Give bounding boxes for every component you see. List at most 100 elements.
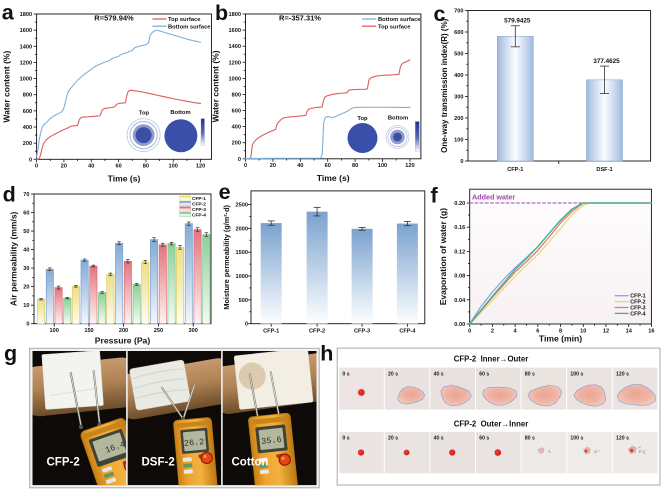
svg-text:250: 250	[154, 328, 163, 334]
svg-text:a: a	[2, 1, 15, 25]
svg-text:4: 4	[514, 328, 518, 334]
svg-text:500: 500	[239, 298, 248, 304]
svg-text:200: 200	[232, 141, 241, 147]
svg-text:Top surface: Top surface	[378, 24, 411, 30]
svg-text:150: 150	[84, 328, 93, 334]
svg-text:60 s: 60 s	[479, 371, 489, 377]
svg-text:0.16: 0.16	[454, 225, 465, 231]
svg-text:CFP-1: CFP-1	[263, 329, 279, 335]
svg-text:0 s: 0 s	[342, 436, 349, 442]
svg-text:e: e	[219, 180, 231, 204]
svg-text:Top: Top	[139, 111, 150, 117]
svg-text:Top: Top	[357, 116, 368, 122]
svg-text:1000: 1000	[20, 77, 32, 83]
svg-text:CFP-2: CFP-2	[630, 300, 645, 306]
svg-text:Time (min): Time (min)	[539, 334, 582, 344]
svg-text:d: d	[3, 183, 16, 207]
svg-text:CFP-3: CFP-3	[630, 305, 645, 311]
svg-text:1800: 1800	[229, 12, 241, 18]
svg-text:579.9425: 579.9425	[504, 18, 531, 25]
svg-text:60: 60	[325, 163, 331, 169]
svg-text:0: 0	[29, 157, 32, 163]
svg-text:Water content (%): Water content (%)	[2, 51, 12, 123]
svg-text:1400: 1400	[20, 44, 32, 50]
svg-text:700: 700	[454, 9, 463, 15]
svg-text:120 s: 120 s	[616, 436, 629, 442]
svg-text:CFP-3: CFP-3	[354, 329, 370, 335]
svg-text:2500: 2500	[236, 203, 248, 209]
svg-text:0: 0	[244, 163, 247, 169]
svg-text:20 s: 20 s	[388, 436, 398, 442]
svg-text:120: 120	[405, 163, 414, 169]
svg-text:120 s: 120 s	[616, 371, 629, 377]
svg-text:10: 10	[23, 303, 29, 309]
svg-text:40: 40	[297, 163, 303, 169]
svg-text:30: 30	[23, 266, 29, 272]
svg-text:200: 200	[119, 328, 128, 334]
svg-text:300: 300	[189, 328, 198, 334]
svg-text:CFP-4: CFP-4	[399, 329, 416, 335]
svg-text:Evaporation of water (g): Evaporation of water (g)	[438, 208, 448, 305]
svg-text:CFP-2: CFP-2	[309, 329, 325, 335]
svg-text:0: 0	[468, 328, 471, 334]
svg-text:100: 100	[378, 163, 387, 169]
svg-text:c: c	[434, 2, 446, 26]
svg-text:400: 400	[23, 125, 32, 131]
svg-text:1000: 1000	[229, 76, 241, 82]
svg-text:Added water: Added water	[472, 193, 515, 202]
svg-text:CFP-2: CFP-2	[192, 202, 206, 208]
svg-text:Bottom: Bottom	[388, 116, 408, 122]
svg-text:Bottom surface: Bottom surface	[168, 24, 211, 30]
svg-text:f: f	[431, 184, 439, 208]
svg-text:Water content (%): Water content (%)	[211, 50, 221, 122]
svg-text:60: 60	[23, 211, 29, 217]
svg-text:0: 0	[35, 164, 38, 170]
svg-text:26.2: 26.2	[184, 437, 205, 449]
svg-text:35.6: 35.6	[261, 435, 282, 447]
svg-text:CFP-1: CFP-1	[192, 196, 206, 202]
svg-text:600: 600	[232, 109, 241, 115]
svg-text:CFP-2 Inner→Outer: CFP-2 Inner→Outer	[454, 355, 529, 364]
svg-text:0 s: 0 s	[342, 371, 349, 377]
svg-text:Time (s): Time (s)	[108, 173, 141, 183]
svg-text:Bottom surface: Bottom surface	[378, 17, 421, 23]
svg-text:Top surface: Top surface	[168, 17, 201, 23]
svg-text:80 s: 80 s	[525, 436, 535, 442]
svg-text:2000: 2000	[236, 226, 248, 232]
svg-text:CFP-2 Outer→Inner: CFP-2 Outer→Inner	[454, 420, 529, 429]
svg-text:Air permeability (mm/s): Air permeability (mm/s)	[9, 211, 19, 306]
svg-text:CFP-1: CFP-1	[630, 294, 645, 300]
svg-text:0.20: 0.20	[454, 201, 465, 207]
svg-text:0.04: 0.04	[454, 298, 466, 304]
svg-text:14: 14	[626, 328, 633, 334]
svg-text:800: 800	[232, 92, 241, 98]
svg-text:1000: 1000	[236, 274, 248, 280]
svg-text:CFP-1: CFP-1	[507, 167, 523, 173]
svg-text:20: 20	[270, 163, 276, 169]
svg-text:600: 600	[23, 109, 32, 115]
svg-text:70: 70	[23, 192, 29, 198]
svg-text:120: 120	[196, 164, 205, 170]
svg-text:DSF-2: DSF-2	[142, 457, 175, 469]
svg-text:CFP-2: CFP-2	[47, 457, 80, 469]
svg-text:0.08: 0.08	[454, 274, 465, 280]
svg-text:R=579.94%: R=579.94%	[94, 14, 134, 23]
svg-text:0: 0	[26, 322, 29, 328]
svg-text:400: 400	[232, 125, 241, 131]
svg-text:800: 800	[23, 93, 32, 99]
svg-text:b: b	[215, 1, 228, 25]
svg-text:6: 6	[536, 328, 539, 334]
svg-text:50: 50	[23, 229, 29, 235]
svg-text:80: 80	[143, 164, 149, 170]
svg-text:Time (s): Time (s)	[317, 173, 350, 183]
svg-text:200: 200	[454, 116, 463, 122]
svg-text:1200: 1200	[229, 60, 241, 66]
svg-text:Bottom: Bottom	[170, 110, 190, 116]
svg-text:40 s: 40 s	[434, 371, 444, 377]
svg-text:h: h	[320, 342, 333, 366]
svg-text:CFP-4: CFP-4	[630, 311, 645, 317]
svg-text:g: g	[4, 341, 17, 365]
svg-text:100: 100	[454, 138, 463, 144]
svg-text:60 s: 60 s	[479, 436, 489, 442]
svg-text:8: 8	[559, 328, 562, 334]
